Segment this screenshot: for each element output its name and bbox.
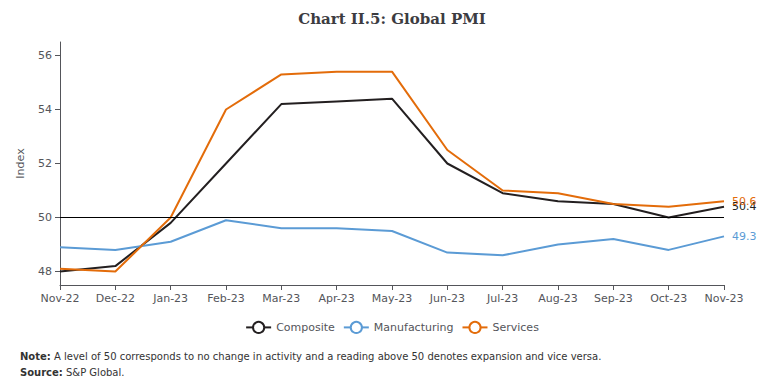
svg-text:Sep-23: Sep-23 bbox=[594, 292, 633, 305]
svg-text:Jan-23: Jan-23 bbox=[152, 292, 188, 305]
svg-text:Dec-22: Dec-22 bbox=[96, 292, 135, 305]
svg-text:Manufacturing: Manufacturing bbox=[374, 321, 454, 334]
svg-text:S&P Global.: S&P Global. bbox=[63, 367, 125, 378]
svg-text:Oct-23: Oct-23 bbox=[650, 292, 687, 305]
svg-text:56: 56 bbox=[38, 49, 52, 62]
svg-text:48: 48 bbox=[38, 265, 52, 278]
svg-text:Mar-23: Mar-23 bbox=[262, 292, 300, 305]
svg-text:Aug-23: Aug-23 bbox=[538, 292, 577, 305]
svg-text:Chart II.5: Global PMI: Chart II.5: Global PMI bbox=[298, 10, 486, 28]
svg-text:Nov-22: Nov-22 bbox=[40, 292, 79, 305]
svg-text:Index: Index bbox=[14, 148, 27, 179]
svg-text:A level of 50 corresponds to n: A level of 50 corresponds to no change i… bbox=[51, 351, 602, 362]
svg-text:49.3: 49.3 bbox=[732, 230, 757, 243]
svg-text:54: 54 bbox=[38, 103, 52, 116]
svg-text:Note:: Note: bbox=[20, 351, 51, 362]
svg-text:Composite: Composite bbox=[276, 321, 335, 334]
svg-text:Nov-23: Nov-23 bbox=[704, 292, 743, 305]
svg-text:May-23: May-23 bbox=[372, 292, 413, 305]
svg-text:Feb-23: Feb-23 bbox=[207, 292, 244, 305]
svg-text:50: 50 bbox=[38, 211, 52, 224]
svg-text:52: 52 bbox=[38, 157, 52, 170]
svg-text:Apr-23: Apr-23 bbox=[319, 292, 355, 305]
svg-text:Jul-23: Jul-23 bbox=[486, 292, 518, 305]
svg-text:Source:: Source: bbox=[20, 367, 63, 378]
svg-text:Services: Services bbox=[492, 321, 539, 334]
svg-text:Jun-23: Jun-23 bbox=[429, 292, 465, 305]
svg-text:50.6: 50.6 bbox=[732, 195, 757, 208]
